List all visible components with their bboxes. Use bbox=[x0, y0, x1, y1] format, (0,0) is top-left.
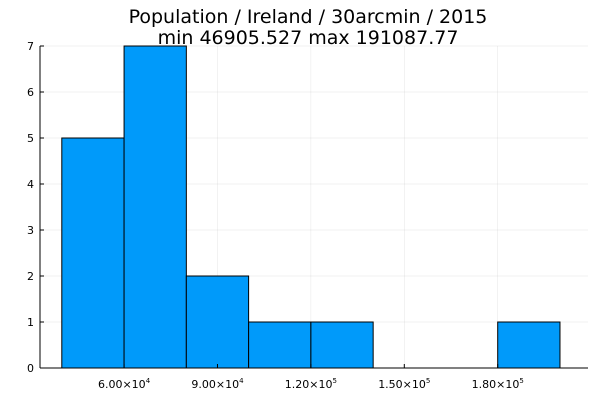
x-tick-label: 1.20×105 bbox=[285, 377, 337, 391]
y-tick-label: 5 bbox=[27, 132, 34, 145]
x-tick-label: 9.00×104 bbox=[191, 377, 244, 391]
histogram-bar bbox=[185, 275, 250, 369]
x-tick-label: 1.50×105 bbox=[378, 377, 430, 391]
y-tick-labels: 0 1 2 3 4 5 6 7 bbox=[27, 40, 34, 375]
histogram-bar bbox=[310, 321, 374, 369]
y-tick-label: 2 bbox=[27, 270, 34, 283]
y-tick-label: 0 bbox=[27, 362, 34, 375]
y-tick-label: 6 bbox=[27, 86, 34, 99]
y-tick-label: 3 bbox=[27, 224, 34, 237]
bars-group bbox=[61, 45, 561, 369]
x-tick-label: 1.80×105 bbox=[472, 377, 524, 391]
x-tick-label: 6.00×104 bbox=[98, 377, 151, 391]
chart-subtitle: min 46905.527 max 191087.77 bbox=[158, 27, 459, 49]
axes bbox=[39, 45, 588, 369]
histogram-bar bbox=[61, 137, 125, 369]
y-tick-label: 7 bbox=[27, 40, 34, 53]
y-tick-label: 1 bbox=[27, 316, 34, 329]
chart-title: Population / Ireland / 30arcmin / 2015 bbox=[129, 6, 488, 28]
x-tick-labels: 6.00×104 9.00×104 1.20×105 1.50×105 1.80×105 bbox=[98, 377, 524, 391]
y-tick-label: 4 bbox=[27, 178, 34, 191]
histogram-bar bbox=[248, 321, 312, 369]
histogram-bar bbox=[123, 45, 187, 369]
histogram-bar bbox=[497, 321, 561, 369]
